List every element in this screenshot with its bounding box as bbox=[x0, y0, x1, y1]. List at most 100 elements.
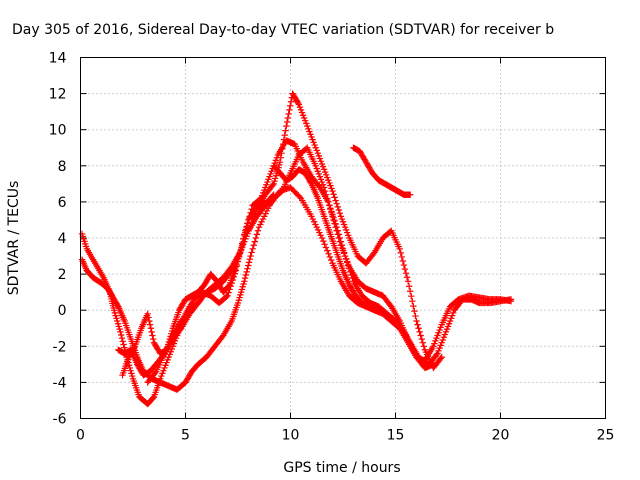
data-point bbox=[252, 234, 260, 242]
x-tick-labels: 0 5 10 15 20 25 bbox=[76, 428, 614, 444]
y-tick-label: 12 bbox=[49, 87, 67, 103]
data-point bbox=[335, 206, 342, 214]
data-point bbox=[398, 253, 405, 261]
data-point bbox=[283, 118, 291, 126]
data-point bbox=[278, 149, 285, 157]
data-point bbox=[325, 198, 332, 206]
data-point bbox=[396, 245, 403, 253]
data-point bbox=[284, 114, 292, 122]
data-point bbox=[331, 220, 338, 227]
data-point bbox=[279, 140, 287, 148]
data-point bbox=[296, 193, 303, 201]
chart-title: Day 305 of 2016, Sidereal Day-to-day VTE… bbox=[12, 22, 554, 38]
x-tick-label: 5 bbox=[181, 428, 190, 444]
data-point bbox=[416, 328, 423, 336]
data-point bbox=[281, 131, 288, 139]
plot-frame bbox=[80, 57, 606, 419]
data-point bbox=[241, 232, 248, 239]
y-tick-labels: -6 -4 -2 0 2 4 6 8 10 12 14 bbox=[49, 51, 67, 428]
data-point bbox=[223, 293, 230, 300]
data-point bbox=[148, 328, 155, 336]
data-point bbox=[334, 203, 341, 211]
data-point bbox=[371, 307, 378, 314]
data-point bbox=[323, 191, 330, 198]
data-point bbox=[146, 321, 154, 328]
y-tick-label: 14 bbox=[49, 51, 67, 67]
data-point bbox=[241, 278, 248, 285]
data-point bbox=[248, 249, 255, 256]
data-point bbox=[403, 274, 411, 281]
data-point bbox=[438, 353, 445, 361]
data-point bbox=[414, 321, 421, 328]
data-point bbox=[240, 235, 247, 243]
y-tick-label: -6 bbox=[53, 412, 67, 428]
data-point bbox=[254, 227, 262, 234]
data-point bbox=[119, 338, 126, 345]
data-point bbox=[332, 223, 339, 231]
data-point bbox=[250, 242, 257, 249]
data-point bbox=[412, 312, 419, 320]
data-point bbox=[117, 331, 125, 339]
y-tick-label: 6 bbox=[58, 195, 67, 211]
data-point bbox=[151, 369, 159, 377]
y-tick-label: 8 bbox=[58, 159, 67, 175]
data-point bbox=[131, 344, 138, 351]
data-point bbox=[330, 216, 337, 224]
data-point bbox=[417, 332, 424, 339]
data-point bbox=[287, 102, 294, 109]
data-point bbox=[325, 250, 332, 257]
data-point bbox=[277, 154, 284, 161]
data-point bbox=[407, 191, 414, 198]
data-point bbox=[336, 238, 344, 245]
data-point bbox=[407, 288, 414, 295]
data-point bbox=[242, 229, 249, 236]
data-point bbox=[118, 334, 126, 342]
data-point bbox=[149, 332, 156, 339]
data-point bbox=[120, 341, 127, 348]
data-point bbox=[321, 187, 329, 195]
data-point bbox=[287, 98, 295, 105]
data-point bbox=[320, 237, 327, 245]
data-point bbox=[327, 205, 334, 213]
data-point bbox=[280, 136, 288, 143]
data-point bbox=[400, 261, 408, 269]
data-point bbox=[404, 278, 412, 285]
data-point bbox=[269, 182, 276, 189]
data-point bbox=[413, 317, 420, 325]
data-point bbox=[245, 259, 253, 266]
data-point bbox=[269, 192, 277, 199]
data-point bbox=[318, 234, 326, 242]
data-point bbox=[270, 191, 277, 198]
x-tick-label: 15 bbox=[387, 428, 405, 444]
data-point bbox=[244, 219, 251, 227]
data-point bbox=[279, 145, 286, 152]
data-point bbox=[239, 238, 247, 246]
x-tick-label: 0 bbox=[76, 428, 85, 444]
data-point bbox=[401, 265, 409, 273]
data-point bbox=[324, 247, 331, 254]
data-point bbox=[242, 271, 250, 279]
data-point bbox=[239, 242, 246, 249]
data-point bbox=[117, 328, 124, 336]
data-point bbox=[433, 351, 440, 359]
data-point bbox=[146, 317, 153, 325]
y-tick-label: 2 bbox=[58, 267, 67, 283]
data-point bbox=[507, 296, 515, 303]
data-point bbox=[327, 256, 335, 264]
data-point bbox=[333, 227, 340, 234]
data-point bbox=[324, 195, 331, 202]
data-point bbox=[332, 197, 339, 204]
data-point bbox=[399, 257, 407, 265]
data-point bbox=[282, 127, 289, 134]
data-point bbox=[285, 110, 292, 118]
data-point bbox=[418, 335, 425, 343]
series-arc-1 bbox=[78, 184, 515, 393]
data-point bbox=[322, 244, 330, 251]
data-point bbox=[419, 339, 426, 346]
data-point bbox=[430, 361, 437, 368]
data-point bbox=[294, 99, 302, 107]
data-point bbox=[242, 226, 250, 233]
x-tick-label: 10 bbox=[282, 428, 300, 444]
data-point bbox=[320, 184, 328, 191]
data-point bbox=[145, 314, 152, 321]
